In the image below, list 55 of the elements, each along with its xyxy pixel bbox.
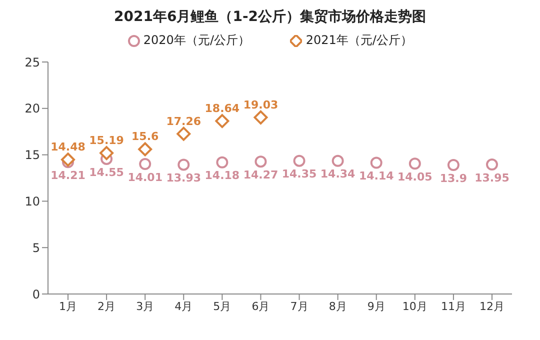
data-label: 18.64: [204, 102, 240, 116]
data-label: 15.19: [89, 134, 124, 148]
x-tick-label: 7月: [290, 300, 308, 313]
y-tick-label: 15: [24, 148, 40, 162]
data-label: 19.03: [243, 98, 278, 112]
y-tick-label: 10: [24, 194, 40, 208]
data-label: 14.27: [243, 168, 278, 182]
point: [332, 154, 344, 167]
data-label: 13.9: [440, 172, 468, 185]
legend-label: 2020年（元/公斤）: [142, 32, 250, 49]
data-label: 14.21: [50, 168, 86, 182]
point: [139, 158, 152, 170]
legend-label: 2021年（元/公斤）: [304, 32, 412, 49]
y-tick-label: 5: [32, 240, 40, 255]
x-tick-label: 1月: [59, 300, 77, 313]
data-label: 17.26: [166, 114, 202, 128]
data-label: 15.6: [132, 130, 160, 144]
point: [293, 154, 306, 167]
data-label: 14.14: [358, 170, 394, 183]
data-label: 14.55: [89, 166, 124, 179]
point: [254, 156, 267, 168]
data-label: 14.18: [204, 169, 240, 182]
x-tick-label: 11月: [440, 300, 466, 313]
data-label: 14.05: [398, 170, 432, 184]
point: [254, 110, 268, 124]
x-tick-label: 9月: [367, 300, 386, 313]
x-tick-label: 2月: [98, 300, 116, 313]
x-tick-label: 12月: [480, 300, 504, 313]
point: [215, 114, 230, 128]
x-tick-label: 5月: [213, 300, 232, 313]
point: [486, 158, 498, 171]
point: [447, 159, 460, 172]
x-tick-label: 6月: [252, 300, 270, 313]
point: [408, 158, 421, 170]
point: [178, 158, 190, 171]
y-tick-label: 20: [24, 102, 40, 116]
data-label: 13.93: [166, 172, 202, 185]
point: [176, 126, 191, 141]
x-tick-label: 8月: [328, 300, 347, 313]
point: [370, 156, 382, 169]
point: [216, 156, 228, 168]
point: [61, 152, 75, 167]
x-tick-label: 10月: [402, 300, 428, 313]
point: [100, 146, 114, 160]
x-tick-label: 4月: [174, 300, 193, 313]
point: [138, 142, 152, 156]
chart-title: 2021年6月鲤鱼（1-2公斤）集贸市场价格走势图: [113, 8, 427, 27]
data-label: 14.48: [50, 140, 86, 154]
data-label: 14.35: [282, 168, 317, 181]
y-tick-label: 0: [32, 287, 40, 302]
data-label: 14.01: [128, 170, 162, 184]
data-label: 13.95: [474, 171, 510, 184]
y-tick-label: 25: [24, 55, 40, 70]
x-tick-label: 3月: [136, 300, 154, 313]
data-label: 14.34: [320, 168, 356, 181]
